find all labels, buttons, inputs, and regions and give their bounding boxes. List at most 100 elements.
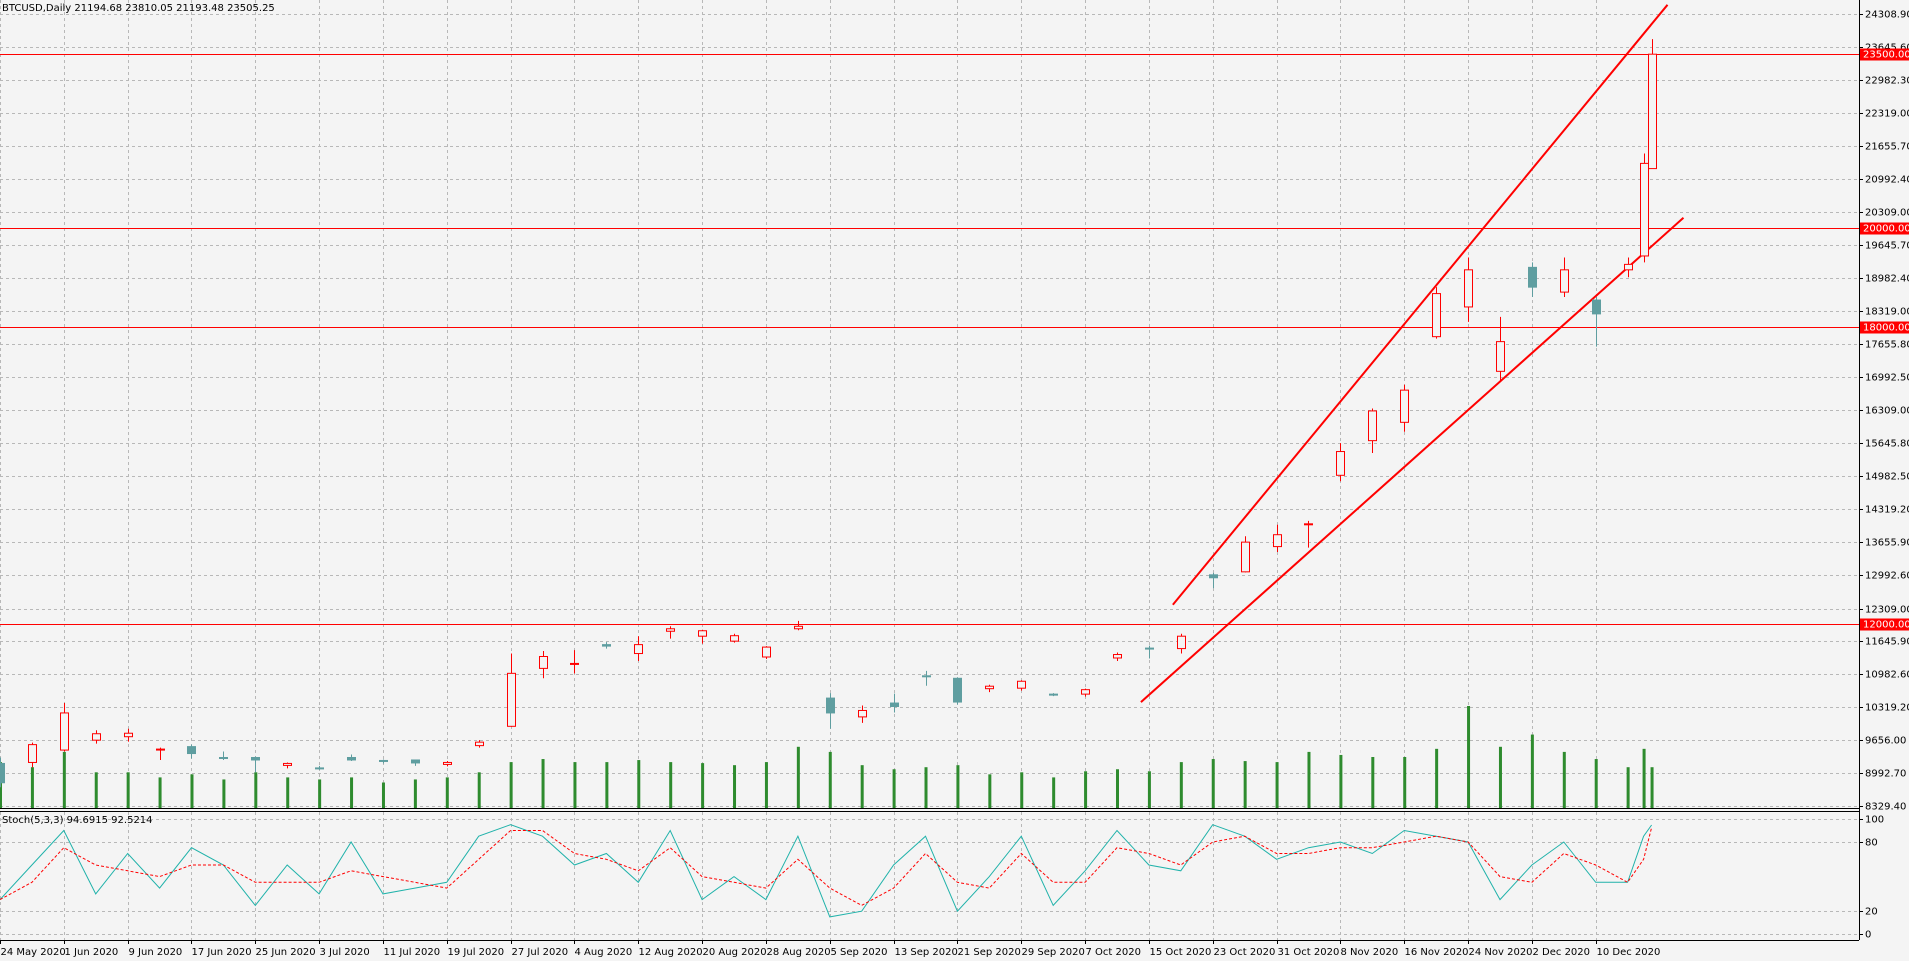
x-tick-label: 24 Nov 2020	[1469, 947, 1533, 958]
candle-body	[251, 757, 260, 761]
stoch-line	[0, 824, 1653, 918]
candle-body	[1528, 266, 1537, 288]
level-label: 12000.00	[1863, 620, 1909, 631]
candle-body	[60, 712, 69, 751]
volume-bar	[158, 777, 162, 808]
level-label: 18000.00	[1863, 323, 1909, 334]
level-label: 23500.00	[1863, 50, 1909, 61]
x-tick-label: 17 Jun 2020	[192, 947, 252, 958]
candle-body	[762, 646, 771, 658]
candle-body	[666, 628, 675, 632]
volume-bar	[1371, 757, 1375, 808]
candle-body	[411, 759, 420, 764]
x-tick-label: 16 Nov 2020	[1405, 947, 1469, 958]
volume-bar	[988, 774, 992, 808]
candle-body	[1081, 689, 1090, 695]
volume-bar	[413, 779, 417, 808]
y-tick-label: 15645.80	[1865, 439, 1909, 450]
x-tick-label: 11 Jul 2020	[384, 947, 441, 958]
candle-body	[475, 741, 484, 747]
x-tick-label: 28 Aug 2020	[767, 947, 831, 958]
volume-bar	[1052, 777, 1056, 808]
y-tick-label: 18982.40	[1865, 274, 1909, 285]
candle-body	[1209, 574, 1218, 579]
y-tick-label: 10319.20	[1865, 703, 1909, 714]
volume-bar	[701, 763, 705, 808]
level-label-box	[1860, 48, 1909, 61]
candle-body	[698, 630, 707, 637]
y-tick-label: 24308.90	[1865, 10, 1909, 21]
candle-body	[347, 757, 356, 761]
volume-bar	[1084, 771, 1088, 808]
volume-bar	[1339, 754, 1343, 808]
y-tick-label: 19645.70	[1865, 241, 1909, 252]
volume-bar	[541, 759, 545, 808]
y-tick-label: 16992.50	[1865, 373, 1909, 384]
x-tick-label: 1 Jun 2020	[65, 947, 119, 958]
candle-body	[1241, 541, 1250, 573]
volume-bar	[190, 774, 194, 808]
candle-body	[634, 644, 643, 655]
volume-bar	[1403, 757, 1407, 808]
y-tick-label: 0	[1865, 930, 1871, 941]
candle-body	[283, 762, 292, 766]
x-tick-label: 23 Oct 2020	[1214, 947, 1276, 958]
volume-bar	[62, 751, 66, 808]
volume-bar	[445, 777, 449, 808]
candle-body	[1400, 389, 1409, 423]
volume-bar	[1275, 762, 1279, 808]
volume-bar	[1650, 767, 1654, 808]
candle-body	[0, 762, 5, 784]
volume-bar	[1626, 767, 1630, 808]
x-tick-label: 5 Sep 2020	[831, 947, 888, 958]
candle-body	[1640, 162, 1649, 257]
candle-body	[602, 644, 611, 647]
candle-body	[1432, 293, 1441, 338]
candle-body	[1336, 451, 1345, 476]
volume-bar	[1530, 734, 1534, 808]
y-tick-label: 23645.60	[1865, 43, 1909, 54]
candle-body	[92, 733, 101, 741]
candle-body	[1177, 635, 1186, 650]
candle-body	[890, 702, 899, 708]
y-tick-label: 12309.00	[1865, 605, 1909, 616]
x-tick-label: 13 Sep 2020	[895, 947, 958, 958]
volume-bar	[1498, 746, 1502, 808]
level-label-box	[1860, 321, 1909, 334]
volume-bar	[1307, 751, 1311, 808]
candle-body	[730, 635, 739, 642]
candle-body	[1560, 269, 1569, 293]
y-tick-label: 100	[1865, 815, 1884, 826]
x-tick-label: 24 May 2020	[1, 947, 66, 958]
candle-body	[1624, 263, 1633, 271]
y-tick-label: 13655.90	[1865, 538, 1909, 549]
y-tick-label: 8992.70	[1865, 769, 1906, 780]
candle-body	[124, 732, 133, 738]
x-tick-label: 4 Aug 2020	[575, 947, 633, 958]
candle-body	[794, 625, 803, 630]
volume-bar	[796, 746, 800, 808]
candle-body	[187, 746, 196, 755]
candle-body	[1648, 53, 1657, 170]
candle-body	[507, 672, 516, 727]
level-label: 20000.00	[1863, 224, 1909, 235]
candle-body	[156, 748, 165, 751]
x-tick-label: 25 Jun 2020	[256, 947, 316, 958]
trend-line	[1172, 4, 1669, 606]
volume-bar	[573, 762, 577, 808]
candle-body	[1592, 299, 1601, 315]
volume-bar	[509, 762, 513, 808]
candle-body	[858, 709, 867, 718]
volume-bar	[956, 765, 960, 808]
candle-body	[1273, 534, 1282, 548]
volume-bar	[30, 767, 34, 808]
x-tick-label: 27 Jul 2020	[512, 947, 569, 958]
candle-body	[570, 662, 579, 665]
y-tick-label: 14982.50	[1865, 472, 1909, 483]
volume-bar	[286, 777, 290, 808]
y-tick-label: 20992.40	[1865, 175, 1909, 186]
volume-bar	[924, 767, 928, 808]
